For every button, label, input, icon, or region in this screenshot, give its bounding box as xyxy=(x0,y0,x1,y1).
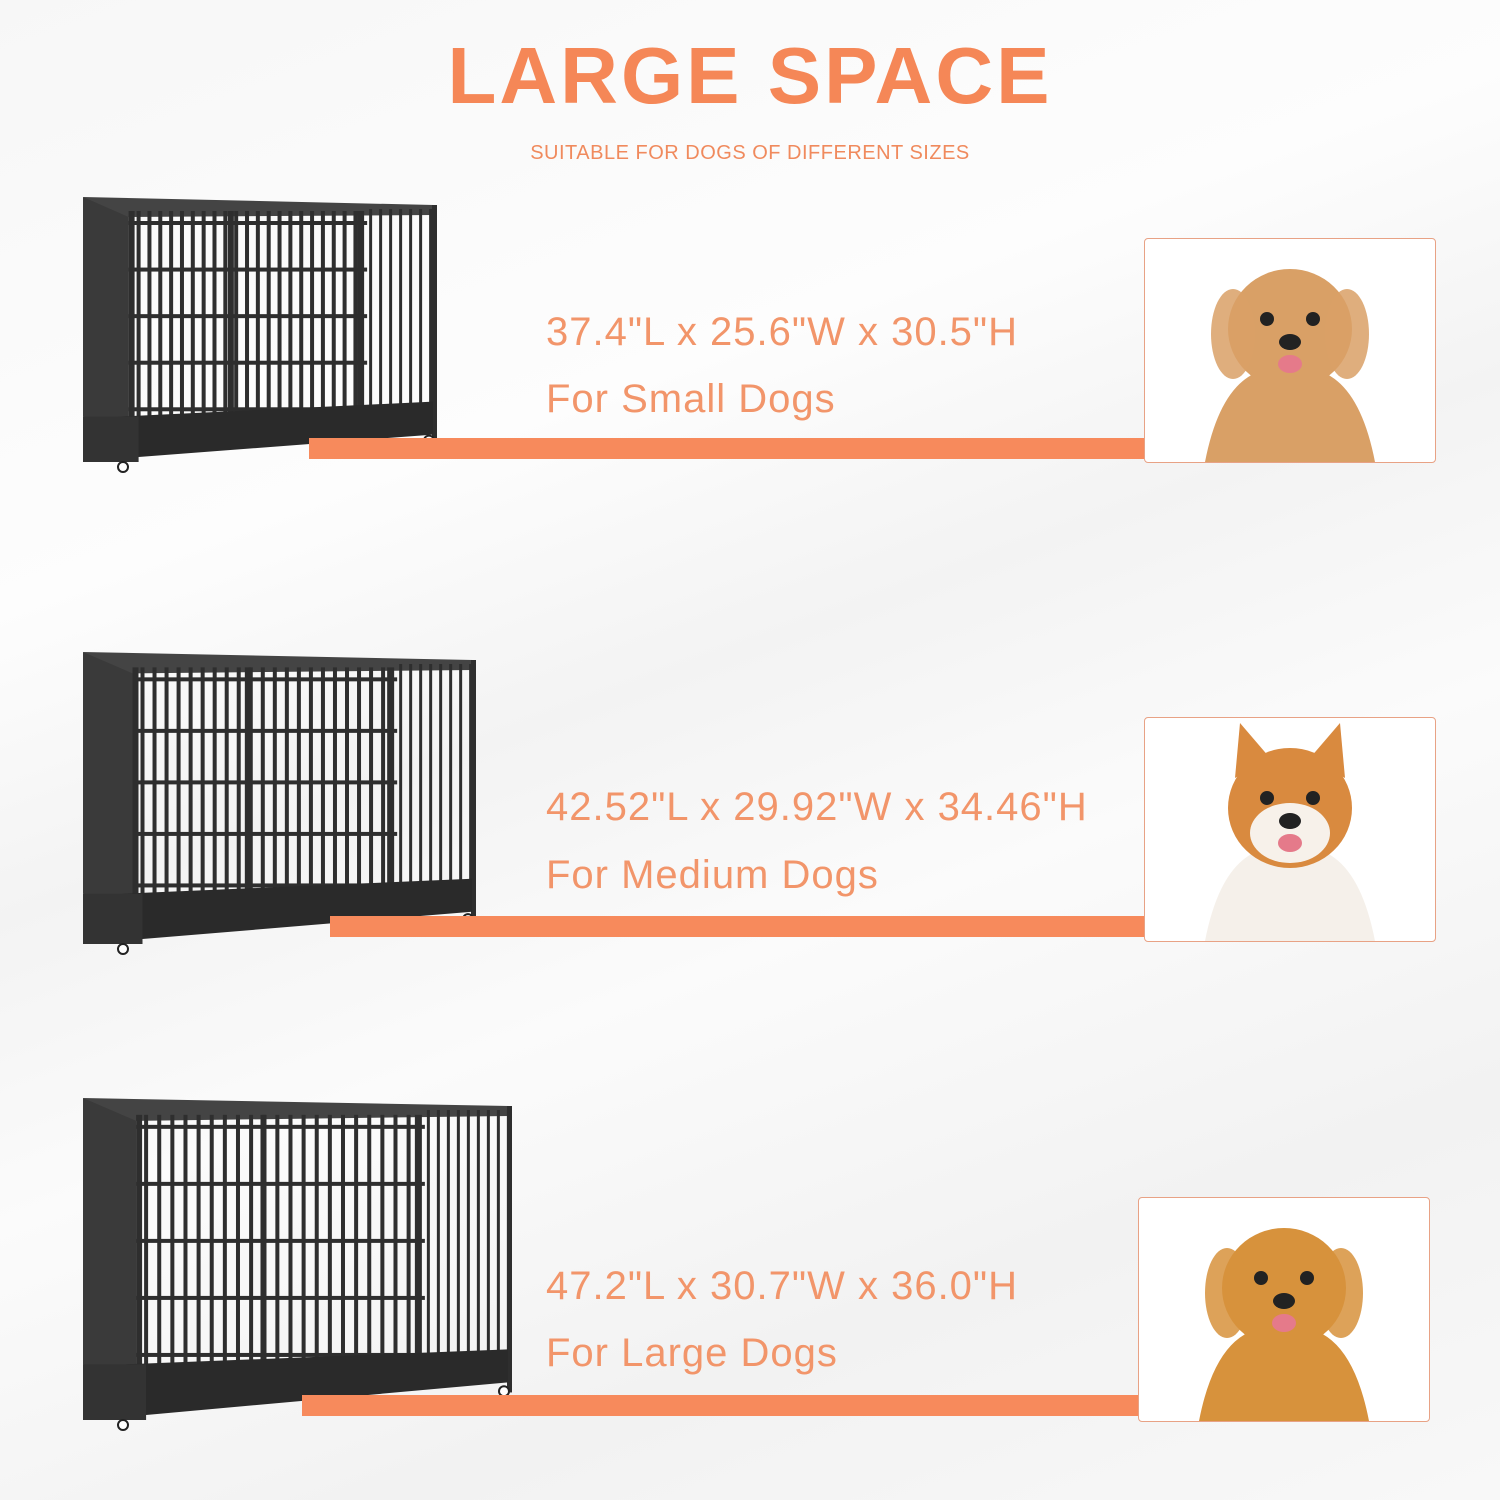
medium-crate-label: For Medium Dogs xyxy=(546,853,879,897)
small-crate-dimensions: 37.4"L x 25.6"W x 30.5"H xyxy=(546,310,1019,354)
small-dog-photo xyxy=(1144,238,1436,463)
medium-crate-dimensions: 42.52"L x 29.92"W x 34.46"H xyxy=(546,785,1088,829)
large-crate-image xyxy=(83,1098,512,1431)
page-title: LARGE SPACE xyxy=(447,31,1053,120)
golden-retriever-photo xyxy=(1138,1197,1430,1422)
page-subtitle: SUITABLE FOR DOGS OF DIFFERENT SIZES xyxy=(530,142,970,164)
large-crate-dimensions: 47.2"L x 30.7"W x 36.0"H xyxy=(546,1264,1019,1308)
accent-bar xyxy=(302,1395,1140,1416)
accent-bar xyxy=(330,916,1145,937)
shiba-dog-photo xyxy=(1144,717,1436,942)
large-crate-label: For Large Dogs xyxy=(546,1331,838,1375)
accent-bar xyxy=(309,438,1145,459)
small-crate-image xyxy=(83,197,437,473)
small-crate-label: For Small Dogs xyxy=(546,377,836,421)
medium-crate-image xyxy=(83,652,476,955)
